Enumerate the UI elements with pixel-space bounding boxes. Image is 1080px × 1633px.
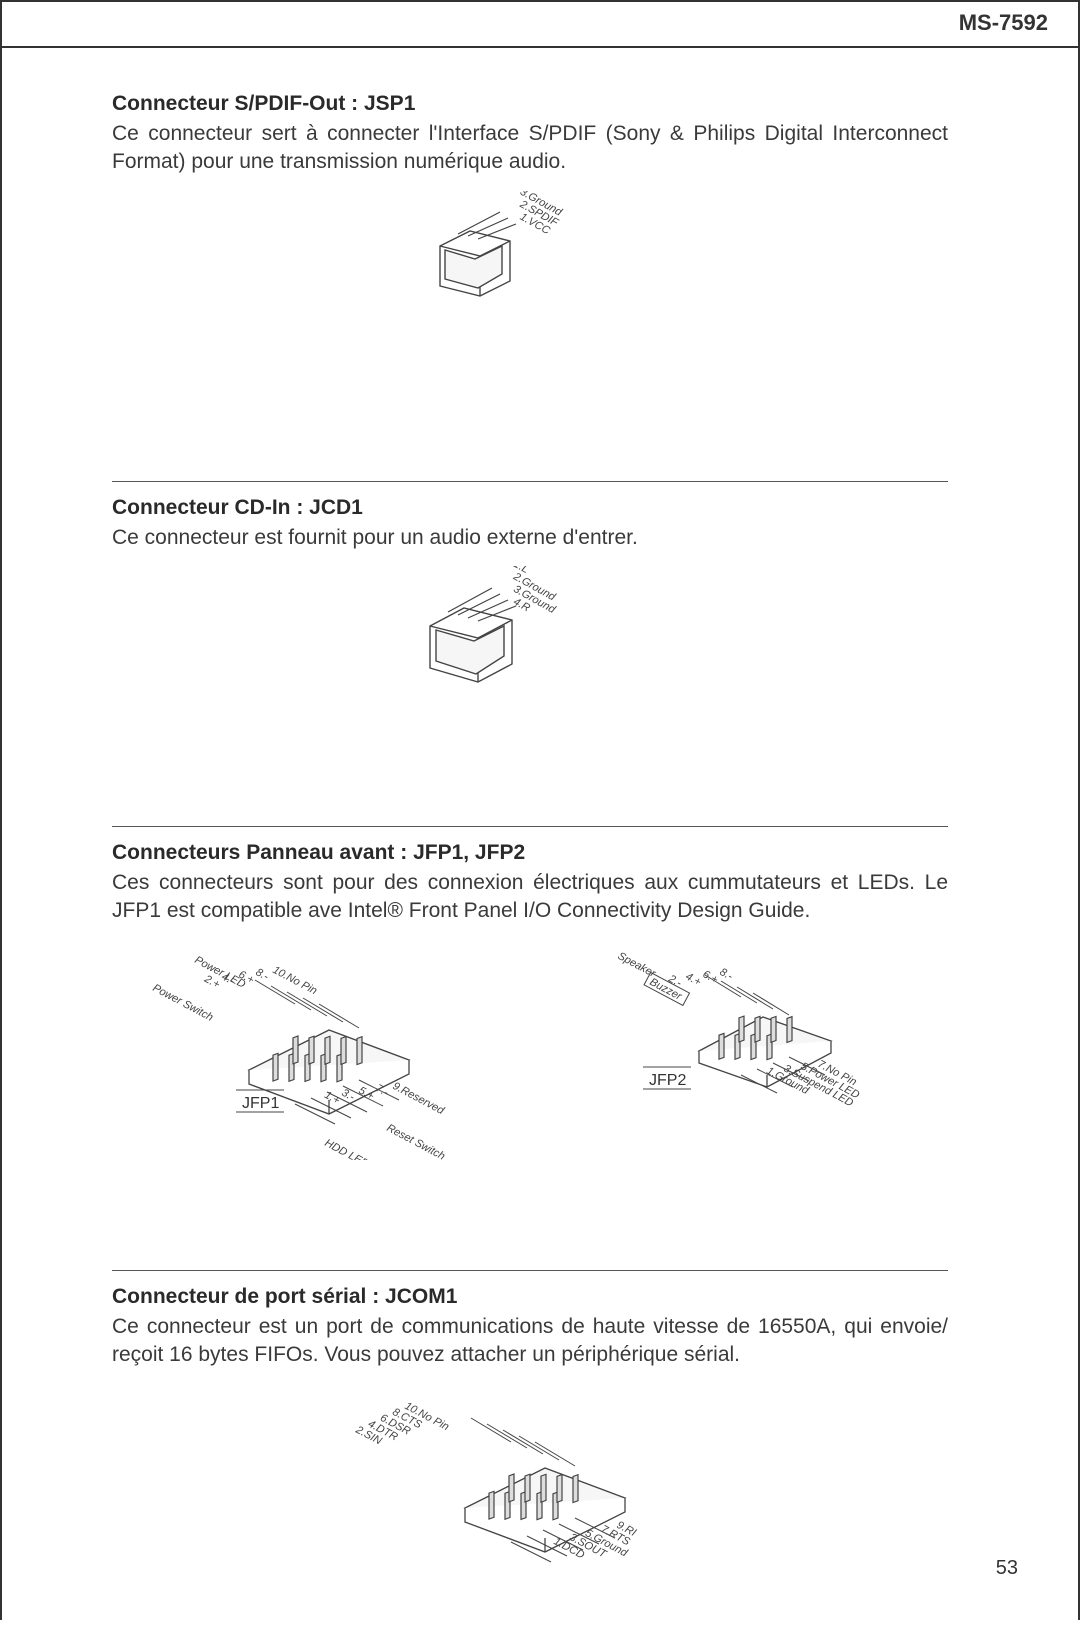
svg-text:4.+: 4.+ — [683, 970, 703, 988]
section-jcd1: Connecteur CD-In : JCD1 Ce connecteur es… — [112, 496, 948, 786]
section-jsp1: Connecteur S/PDIF-Out : JSP1 Ce connecte… — [112, 92, 948, 441]
section-body: Ces connecteurs sont pour des connexion … — [112, 869, 948, 926]
page-content: Connecteur S/PDIF-Out : JSP1 Ce connecte… — [112, 92, 948, 1633]
svg-text:JFP1: JFP1 — [242, 1095, 279, 1112]
section-title: Connecteur CD-In : JCD1 — [112, 496, 948, 520]
svg-text:6.+: 6.+ — [700, 968, 720, 986]
section-divider — [112, 481, 948, 482]
svg-text:Reset Switch: Reset Switch — [384, 1122, 446, 1160]
section-divider — [112, 1270, 948, 1271]
header-rule — [2, 46, 1078, 48]
diagram-jcd1: 1.L 2.Ground 3.Ground 4.R — [112, 566, 948, 686]
svg-text:Power Switch: Power Switch — [150, 982, 214, 1024]
svg-text:Speaker: Speaker — [615, 950, 658, 980]
diagram-jsp1: 3.Ground 2.SPDIF 1.VCC — [112, 191, 948, 301]
section-title: Connecteurs Panneau avant : JFP1, JFP2 — [112, 841, 948, 865]
section-body: Ce connecteur sert à connecter l'Interfa… — [112, 120, 948, 177]
diagram-jfp-pair: Power LED Power Switch 10.No Pin 8.- 6.+… — [112, 940, 948, 1160]
section-jfp: Connecteurs Panneau avant : JFP1, JFP2 C… — [112, 841, 948, 1230]
section-title: Connecteur S/PDIF-Out : JSP1 — [112, 92, 948, 116]
manual-page: MS-7592 Connecteur S/PDIF-Out : JSP1 Ce … — [0, 0, 1080, 1620]
svg-text:JFP2: JFP2 — [649, 1072, 686, 1089]
svg-text:8.-: 8.- — [717, 966, 734, 983]
section-body: Ce connecteur est un port de communicati… — [112, 1313, 948, 1370]
section-jcom1: Connecteur de port sérial : JCOM1 Ce con… — [112, 1285, 948, 1584]
section-title: Connecteur de port sérial : JCOM1 — [112, 1285, 948, 1309]
section-body: Ce connecteur est fournit pour un audio … — [112, 524, 948, 552]
svg-text:HDD LED: HDD LED — [322, 1137, 370, 1160]
section-divider — [112, 826, 948, 827]
model-number: MS-7592 — [959, 10, 1048, 36]
page-number: 53 — [996, 1557, 1018, 1580]
diagram-jcom1: 10.No Pin 8.CTS 6.DSR 4.DTR 2.SIN 9.RI 7… — [112, 1383, 948, 1583]
svg-text:10.No Pin: 10.No Pin — [270, 964, 318, 997]
svg-text:9.Reserved: 9.Reserved — [390, 1080, 446, 1117]
